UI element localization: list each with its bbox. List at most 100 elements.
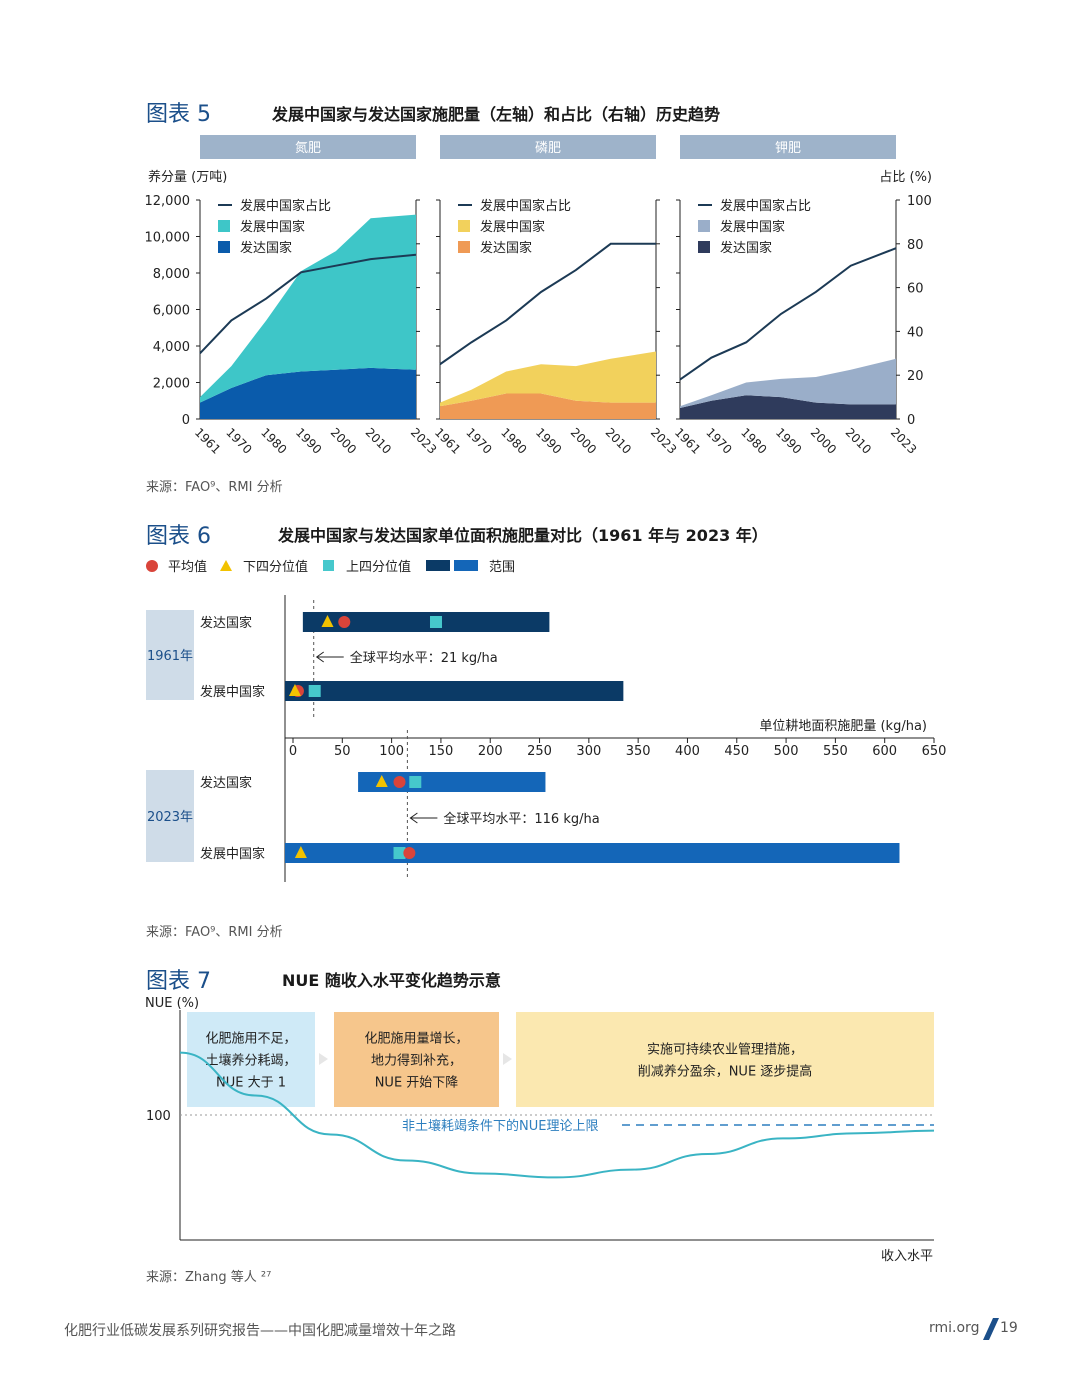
x-tick-label: 450 xyxy=(724,744,749,759)
x-tick-label: 500 xyxy=(774,744,799,759)
series-advanced-area xyxy=(440,393,656,419)
panel-header-bar xyxy=(200,135,416,159)
legend-upper-marker xyxy=(323,560,334,571)
global-average-label: 全球平均水平：21 kg/ha xyxy=(350,650,498,666)
x-tick-label: 2023 xyxy=(888,425,919,456)
series-share-line xyxy=(199,253,417,354)
x-tick-label: 150 xyxy=(429,744,454,759)
y-tick-label: 0 xyxy=(182,413,190,428)
figure6-label: 图表 6 xyxy=(146,524,211,549)
x-tick-label: 1980 xyxy=(738,425,769,456)
stage-box xyxy=(187,1012,315,1107)
lower-quartile-marker xyxy=(294,846,307,858)
legend-developing-swatch xyxy=(698,220,710,232)
x-tick-label: 1990 xyxy=(773,425,804,456)
y-axis-label: NUE (%) xyxy=(145,996,199,1011)
y2-tick-label: 40 xyxy=(907,325,924,340)
stage-text: 削减养分盈余，NUE 逐步提高 xyxy=(638,1064,813,1080)
legend-developing-swatch xyxy=(458,220,470,232)
x-tick-label: 200 xyxy=(478,744,503,759)
legend-mean-marker xyxy=(146,560,158,572)
legend-range-label: 范围 xyxy=(489,560,515,575)
figure7-chart: NUE (%) 收入水平 100 化肥施用不足， 土壤养分耗竭， NUE 大于 1 化肥施用… xyxy=(145,996,935,1264)
figure5-title: 发展中国家与发达国家施肥量（左轴）和占比（右轴）历史趋势 xyxy=(272,105,721,124)
mean-marker xyxy=(338,616,351,628)
x-tick-label: 650 xyxy=(922,744,947,759)
x-tick-label: 2023 xyxy=(408,425,439,456)
x-axis-label: 收入水平 xyxy=(881,1249,933,1264)
figure7-title: NUE 随收入水平变化趋势示意 xyxy=(282,971,501,990)
series-share-line xyxy=(679,247,897,381)
stage-box xyxy=(334,1012,499,1107)
series-advanced-area xyxy=(680,395,896,419)
year-label: 1961年 xyxy=(147,649,193,664)
series-advanced-area xyxy=(200,367,416,419)
lower-quartile-marker xyxy=(288,684,301,696)
legend-range-blue-swatch xyxy=(454,560,478,571)
upper-quartile-marker xyxy=(308,685,321,697)
panel-header-bar xyxy=(680,135,896,159)
x-tick-label: 1970 xyxy=(223,425,254,456)
y-tick-label: 10,000 xyxy=(145,231,191,246)
y2-tick-label: 20 xyxy=(907,369,924,384)
row-label: 发展中国家 xyxy=(200,684,265,700)
legend-advanced-label: 发达国家 xyxy=(720,240,772,256)
mean-marker xyxy=(393,776,406,788)
stage-text: 土壤养分耗竭， xyxy=(205,1053,296,1069)
x-tick-label: 50 xyxy=(334,744,351,759)
row-label: 发达国家 xyxy=(200,775,252,791)
figure5-label: 图表 5 xyxy=(146,102,211,127)
stage-text: 实施可持续农业管理措施， xyxy=(647,1043,803,1058)
x-tick-label: 550 xyxy=(823,744,848,759)
legend-range-dark-swatch xyxy=(426,560,450,571)
legend-advanced-swatch xyxy=(218,241,230,253)
y2-tick-label: 80 xyxy=(907,238,924,253)
legend-developing-swatch xyxy=(218,220,230,232)
x-tick-label: 100 xyxy=(379,744,404,759)
x-tick-label: 1961 xyxy=(432,425,463,456)
legend-developing-label: 发展中国家 xyxy=(240,219,305,235)
x-tick-label: 400 xyxy=(675,744,700,759)
range-bar xyxy=(302,612,550,632)
figure5-chart: 养分量 (万吨)占比 (%)年份02,0004,0006,0008,00010,… xyxy=(145,135,932,457)
y-tick-label: 100 xyxy=(146,1109,171,1124)
footer-site[interactable]: rmi.org xyxy=(929,1320,980,1336)
legend-mean-label: 平均值 xyxy=(168,559,207,575)
x-tick-label: 0 xyxy=(289,744,297,759)
x-tick-label: 2010 xyxy=(603,425,634,456)
year-label: 2023年 xyxy=(147,810,193,825)
range-bar xyxy=(285,681,624,701)
upper-quartile-marker xyxy=(429,616,442,628)
legend-lower-marker xyxy=(220,560,232,571)
average-arrow-head xyxy=(315,651,324,663)
legend-advanced-swatch xyxy=(698,241,710,253)
x-tick-label: 2000 xyxy=(328,425,359,456)
row-label: 发达国家 xyxy=(200,615,252,631)
footer-page-number: 19 xyxy=(1000,1320,1018,1336)
range-bar xyxy=(285,843,900,863)
figure6-source: 来源：FAO⁹、RMI 分析 xyxy=(146,925,283,940)
slash-logo-icon xyxy=(983,1318,999,1340)
nue-curve xyxy=(179,1051,935,1179)
upper-quartile-marker xyxy=(393,847,406,859)
mean-marker xyxy=(403,847,416,859)
legend-developing-label: 发展中国家 xyxy=(720,219,785,235)
x-tick-label: 1980 xyxy=(258,425,289,456)
legend-share-label: 发展中国家占比 xyxy=(480,198,571,214)
legend-share-label: 发展中国家占比 xyxy=(240,198,331,214)
x-tick-label: 600 xyxy=(872,744,897,759)
x-tick-label: 1970 xyxy=(703,425,734,456)
y-tick-label: 6,000 xyxy=(153,304,190,319)
y-tick-label: 2,000 xyxy=(153,377,190,392)
stage-text: 地力得到补充， xyxy=(371,1053,462,1069)
figure7-label: 图表 7 xyxy=(146,969,211,994)
x-tick-label: 1990 xyxy=(293,425,324,456)
x-tick-label: 2010 xyxy=(363,425,394,456)
x-tick-label: 1970 xyxy=(463,425,494,456)
year-band xyxy=(146,610,194,700)
x-tick-label: 2000 xyxy=(568,425,599,456)
x-axis-label: 单位耕地面积施肥量 (kg/ha) xyxy=(759,718,927,734)
x-tick-label: 2000 xyxy=(808,425,839,456)
figure7-source: 来源：Zhang 等人 ²⁷ xyxy=(146,1270,272,1285)
upper-limit-label: 非土壤耗竭条件下的NUE理论上限 xyxy=(402,1118,598,1134)
